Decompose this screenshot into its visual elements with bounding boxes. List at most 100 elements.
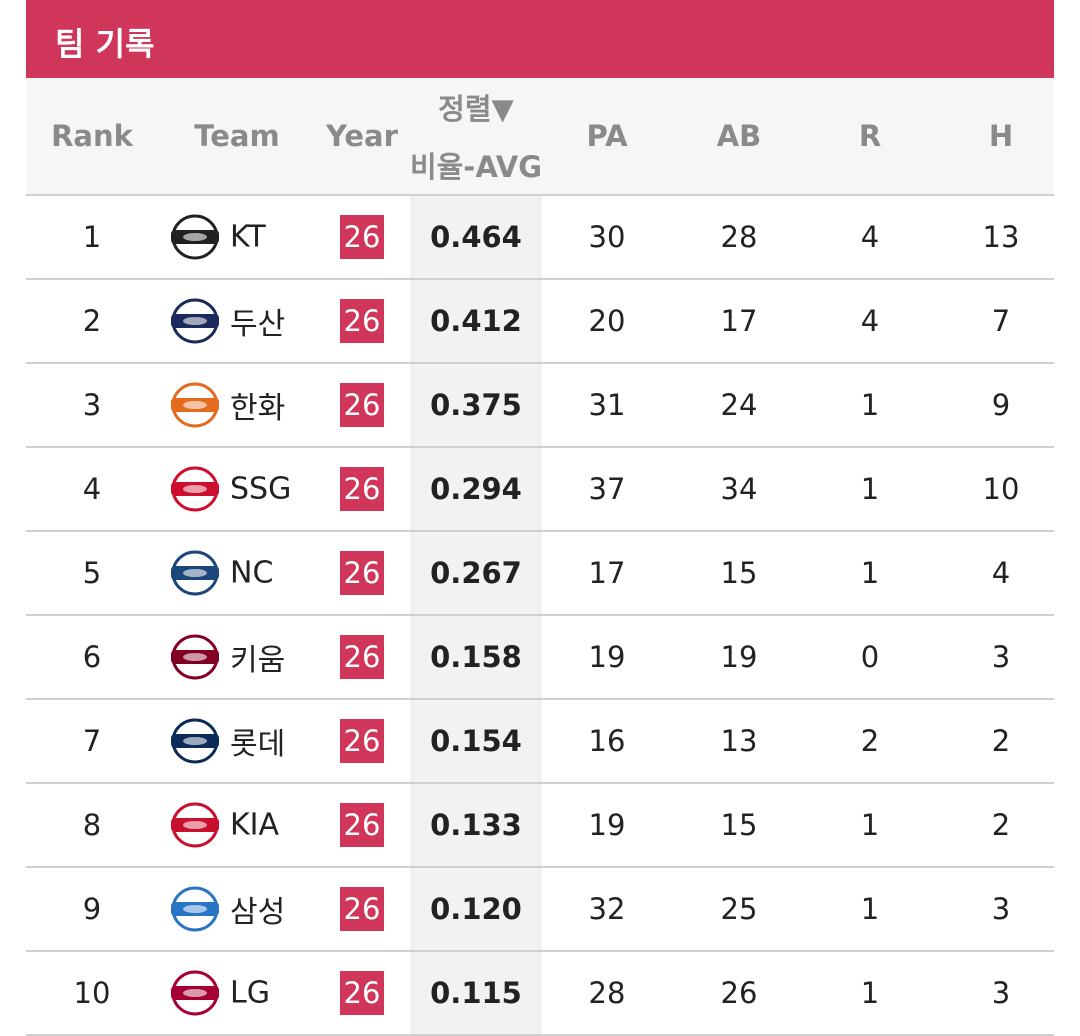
hits: 4: [991, 556, 1011, 590]
ab: 13: [720, 724, 758, 758]
ab: 15: [720, 556, 758, 590]
table-row: 8 KIA 26 0.133 19 15 1 2: [26, 784, 1054, 868]
avg: 0.412: [430, 304, 522, 338]
ab: 17: [720, 304, 758, 338]
year-badge: 26: [340, 467, 384, 511]
column-header[interactable]: Rank: [51, 119, 133, 153]
column-header[interactable]: PA: [586, 119, 628, 153]
column-header[interactable]: 비율-AVG: [409, 150, 543, 184]
rank: 8: [82, 808, 102, 842]
team-name: 한화: [230, 391, 286, 426]
highlight-column: [410, 952, 542, 1034]
ab: 15: [720, 808, 758, 842]
table-row: 4 SSG 26 0.294 37 34 1 10: [26, 448, 1054, 532]
hits: 2: [991, 808, 1011, 842]
ab: 19: [720, 640, 758, 674]
highlight-column: [410, 616, 542, 698]
rank: 2: [82, 304, 102, 338]
column-header[interactable]: AB: [716, 119, 762, 153]
pa: 37: [588, 472, 626, 506]
avg: 0.158: [430, 640, 522, 674]
highlight-column: [410, 532, 542, 614]
year-badge: 26: [340, 551, 384, 595]
table-row: 10 LG 26 0.115 28 26 1 3: [26, 952, 1054, 1036]
pa: 17: [588, 556, 626, 590]
table-row: 9 삼성 26 0.120 32 25 1 3: [26, 868, 1054, 952]
highlight-column: [410, 364, 542, 446]
team-logo: [171, 802, 219, 848]
avg: 0.464: [430, 220, 522, 254]
avg: 0.154: [430, 724, 522, 758]
year-badge: 26: [340, 215, 384, 259]
team-logo: [171, 634, 219, 680]
hits: 13: [982, 220, 1020, 254]
hits: 10: [982, 472, 1020, 506]
hits: 9: [991, 388, 1011, 422]
team-logo: [171, 382, 219, 428]
rank: 10: [73, 976, 111, 1010]
pa: 28: [588, 976, 626, 1010]
team-logo: [171, 466, 219, 512]
table-row: 7 롯데 26 0.154 16 13 2 2: [26, 700, 1054, 784]
pa: 32: [588, 892, 626, 926]
team-name: NC: [230, 555, 274, 591]
highlight-column: [410, 196, 542, 278]
team-logo: [171, 886, 219, 932]
pa: 16: [588, 724, 626, 758]
title-bar: 팀 기록: [26, 0, 1054, 78]
year-badge: 26: [340, 971, 384, 1015]
team-logo: [171, 970, 219, 1016]
team-logo: [171, 298, 219, 344]
team-logo: [171, 718, 219, 764]
ab: 24: [720, 388, 758, 422]
ab: 26: [720, 976, 758, 1010]
team-record-panel: 팀 기록 Rank Team Year 정렬▼ 비율-AVG PA AB R H…: [26, 0, 1054, 1036]
team-name: KT: [230, 219, 266, 255]
sort-indicator[interactable]: 정렬▼: [438, 92, 514, 126]
rank: 1: [82, 220, 102, 254]
runs: 1: [860, 892, 880, 926]
runs: 1: [860, 388, 880, 422]
column-header[interactable]: Year: [326, 119, 398, 153]
year-badge: 26: [340, 887, 384, 931]
column-header[interactable]: H: [988, 119, 1014, 153]
year-badge: 26: [340, 719, 384, 763]
team-name: 키움: [230, 643, 286, 678]
hits: 2: [991, 724, 1011, 758]
team-logo: [171, 214, 219, 260]
table-row: 3 한화 26 0.375 31 24 1 9: [26, 364, 1054, 448]
title: 팀 기록: [55, 25, 155, 63]
avg: 0.120: [430, 892, 522, 926]
runs: 1: [860, 976, 880, 1010]
team-name: SSG: [230, 471, 292, 507]
table-row: 5 NC 26 0.267 17 15 1 4: [26, 532, 1054, 616]
highlight-column: [410, 868, 542, 950]
runs: 1: [860, 556, 880, 590]
runs: 4: [860, 220, 880, 254]
runs: 1: [860, 808, 880, 842]
rank: 3: [82, 388, 102, 422]
rank: 6: [82, 640, 102, 674]
ab: 25: [720, 892, 758, 926]
hits: 3: [991, 892, 1011, 926]
team-name: LG: [230, 975, 270, 1011]
table-header: Rank Team Year 정렬▼ 비율-AVG PA AB R H: [26, 78, 1054, 196]
avg: 0.375: [430, 388, 522, 422]
hits: 7: [991, 304, 1011, 338]
column-header[interactable]: R: [858, 119, 882, 153]
highlight-column: [410, 784, 542, 866]
hits: 3: [991, 640, 1011, 674]
highlight-column: [410, 280, 542, 362]
rank: 9: [82, 892, 102, 926]
rank: 4: [82, 472, 102, 506]
team-name: 롯데: [230, 727, 286, 762]
column-header[interactable]: Team: [194, 119, 280, 153]
team-name: 두산: [230, 307, 286, 342]
runs: 1: [860, 472, 880, 506]
runs: 4: [860, 304, 880, 338]
highlight-column: [410, 700, 542, 782]
year-badge: 26: [340, 803, 384, 847]
year-badge: 26: [340, 383, 384, 427]
team-logo: [171, 550, 219, 596]
